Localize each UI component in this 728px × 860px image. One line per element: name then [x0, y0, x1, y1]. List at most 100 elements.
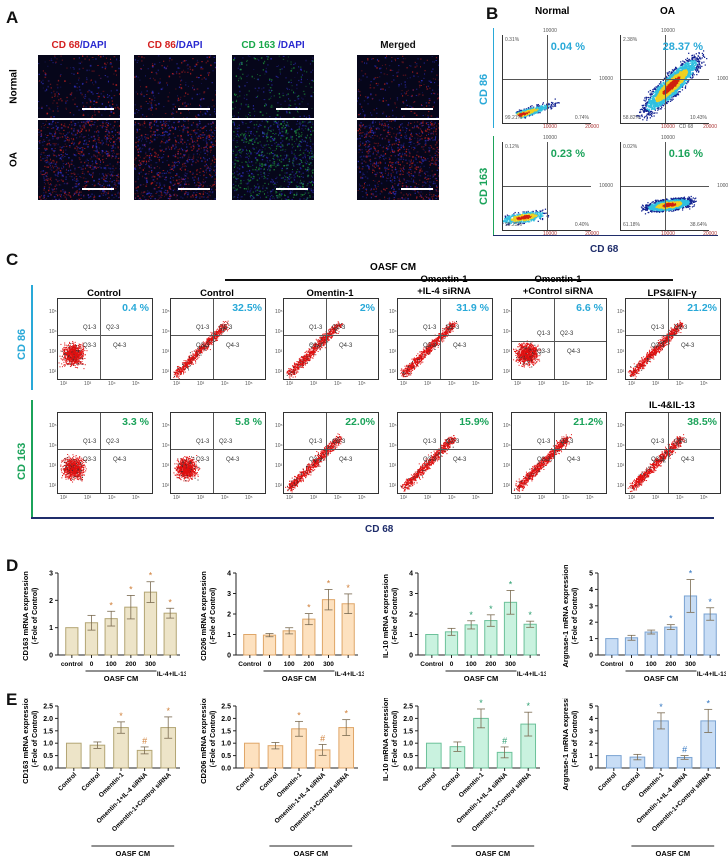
marker-label: CD 86 [147, 40, 176, 51]
marker-label: CD 68 [51, 40, 80, 51]
micrograph-tile [38, 55, 120, 118]
y-tick-label: 10³ [275, 463, 283, 469]
bar-chart-argnase-1: 0 1 2 3 4 5 Argnase-1 mRNA expression (-Fole of… [561, 565, 726, 683]
separator: / [275, 40, 281, 51]
y-tick-label: 1.5 [43, 728, 53, 735]
y-axis-label: CD206 mRNA expression [199, 698, 208, 784]
q4-label: Q4-3 [113, 457, 127, 463]
bar [464, 624, 478, 656]
y-tick-label: 5 [589, 571, 593, 578]
y-tick-label: 10⁴ [389, 443, 397, 449]
y-axis-label-unit: (-Fole of Control) [572, 588, 579, 645]
y-axis-label: CD 86 [478, 73, 490, 105]
q1-label: Q1-3 [309, 325, 323, 331]
bar [243, 742, 260, 769]
x-tick-label: 10⁵ [472, 495, 480, 501]
x-tick-label: 300 [685, 661, 696, 668]
significance-mark: * [109, 600, 113, 610]
scale-bar [276, 188, 308, 190]
x-tick-label: 10³ [310, 381, 318, 387]
x-tick-label: Control [621, 771, 642, 792]
x-tick-label: 10⁴ [562, 495, 570, 501]
y-tick-label: 2.0 [43, 716, 53, 723]
plot-title: Omentin-1 [306, 288, 354, 299]
y-tick-label: 10³ [617, 349, 625, 355]
scatter-plot: Q1-3 Q2-3 Q3-3 Q4-3 38.5% 10² 10² 10³ 10³ 10⁴ 10⁴ 1… [617, 412, 721, 501]
y-tick-label: 4 [409, 571, 413, 578]
y-tick-label: 2.0 [403, 716, 413, 723]
y-tick-label: 0.5 [43, 753, 53, 760]
q3-label: Q3-3 [537, 457, 551, 463]
bar [425, 742, 442, 769]
x-tick-label: IL-4+IL-13 [157, 671, 186, 678]
scale-bar [178, 188, 210, 190]
scatter-plot: Q1-3 Q2-3 Q3-3 Q4-3 3.3 % 10² 10² 10³ 10³ 10⁴ 10⁴ 1… [49, 412, 153, 501]
plot-title: Omentin-1 +IL-4 siRNA [417, 274, 471, 297]
q1-label: Q1-3 [196, 439, 210, 445]
q3-label: Q3-3 [537, 348, 551, 355]
significance-mark: * [297, 710, 301, 720]
y-tick-label: 5 [589, 704, 593, 711]
q3-label: Q3-3 [83, 457, 97, 463]
y-tick-label: 1.0 [43, 741, 53, 748]
significance-mark: * [346, 583, 350, 593]
micrograph-tile [134, 55, 216, 118]
x-tick-label: Control [441, 771, 462, 792]
y-axis-line-cd86 [493, 28, 494, 128]
micrograph-tile [357, 55, 439, 118]
right-tick-label: 10000 [599, 183, 613, 189]
y-tick-label: 0.5 [403, 753, 413, 760]
y-axis-label: CD206 mRNA expression [199, 571, 208, 661]
y-tick-label: 10³ [389, 463, 397, 469]
quadrant-line-h [512, 340, 606, 342]
quadrant-line-v [100, 299, 102, 379]
significance-mark: * [509, 579, 513, 589]
x-tick-label: 10³ [538, 495, 546, 501]
q1-label: Q1-3 [196, 325, 210, 331]
scale-bar [82, 188, 114, 190]
group-label: OASF CM [282, 674, 317, 683]
x-tick-label: 10⁴ [676, 495, 684, 501]
q1-label: Q1-3 [309, 439, 323, 445]
x-tick-max: 20000 [585, 124, 599, 130]
x-tick-mid: 10000 [661, 124, 675, 130]
column-title: Normal [535, 6, 570, 17]
significance-mark: * [119, 711, 123, 721]
percentage: 31.9 % [456, 302, 489, 314]
significance-mark: * [659, 702, 663, 712]
density-plot: 0.04 % 0.31% 99.21% 0.74% 10000 10000 10000 200… [502, 28, 613, 130]
x-tick-label: 10⁵ [358, 381, 366, 387]
y-axis-label-unit: (-Fole of Control) [572, 711, 579, 768]
q3-label: Q3-3 [651, 343, 665, 349]
x-tick-label: 10⁵ [358, 495, 366, 501]
scatter-plot: Q1-3 Q2-3 Q3-3 Q4-3 21.2% 10² 10² 10³ 10³ 10⁴ 10⁴ 1… [503, 412, 607, 501]
micrograph-tile [357, 120, 439, 200]
top-tick-label: 10000 [543, 28, 557, 34]
y-tick-label: 1.5 [221, 728, 231, 735]
y-tick-label: 10⁵ [162, 309, 170, 315]
y-tick-label: 10³ [162, 463, 170, 469]
q1-label: Q1-3 [83, 439, 97, 445]
bar [65, 742, 82, 769]
top-tick-label: 10000 [661, 135, 675, 141]
y-tick-label: 10⁴ [275, 443, 283, 449]
percentage: 2% [359, 302, 375, 314]
quadrant-line-h [626, 335, 720, 336]
x-tick-label: Control [238, 661, 261, 668]
y-tick-label: 10³ [389, 349, 397, 355]
y-tick-label: 0.0 [403, 766, 413, 773]
x-tick-label: 200 [485, 661, 496, 668]
y-tick-label: 2 [49, 598, 53, 605]
quadrant-percentage: 28.37 % [662, 41, 703, 53]
x-tick-mid: 10000 [543, 231, 557, 237]
q2-label: Q2-3 [332, 439, 346, 445]
x-tick-label: 0 [268, 661, 272, 668]
significance-mark: * [168, 597, 172, 607]
x-tick-label: 100 [106, 661, 117, 668]
top-tick-label: 10000 [543, 135, 557, 141]
x-tick-label: 10⁴ [676, 381, 684, 387]
bar [605, 638, 619, 656]
quadrant-line-h [171, 335, 265, 336]
x-tick-label: 0 [630, 661, 634, 668]
y-tick-label: 3 [49, 571, 53, 578]
